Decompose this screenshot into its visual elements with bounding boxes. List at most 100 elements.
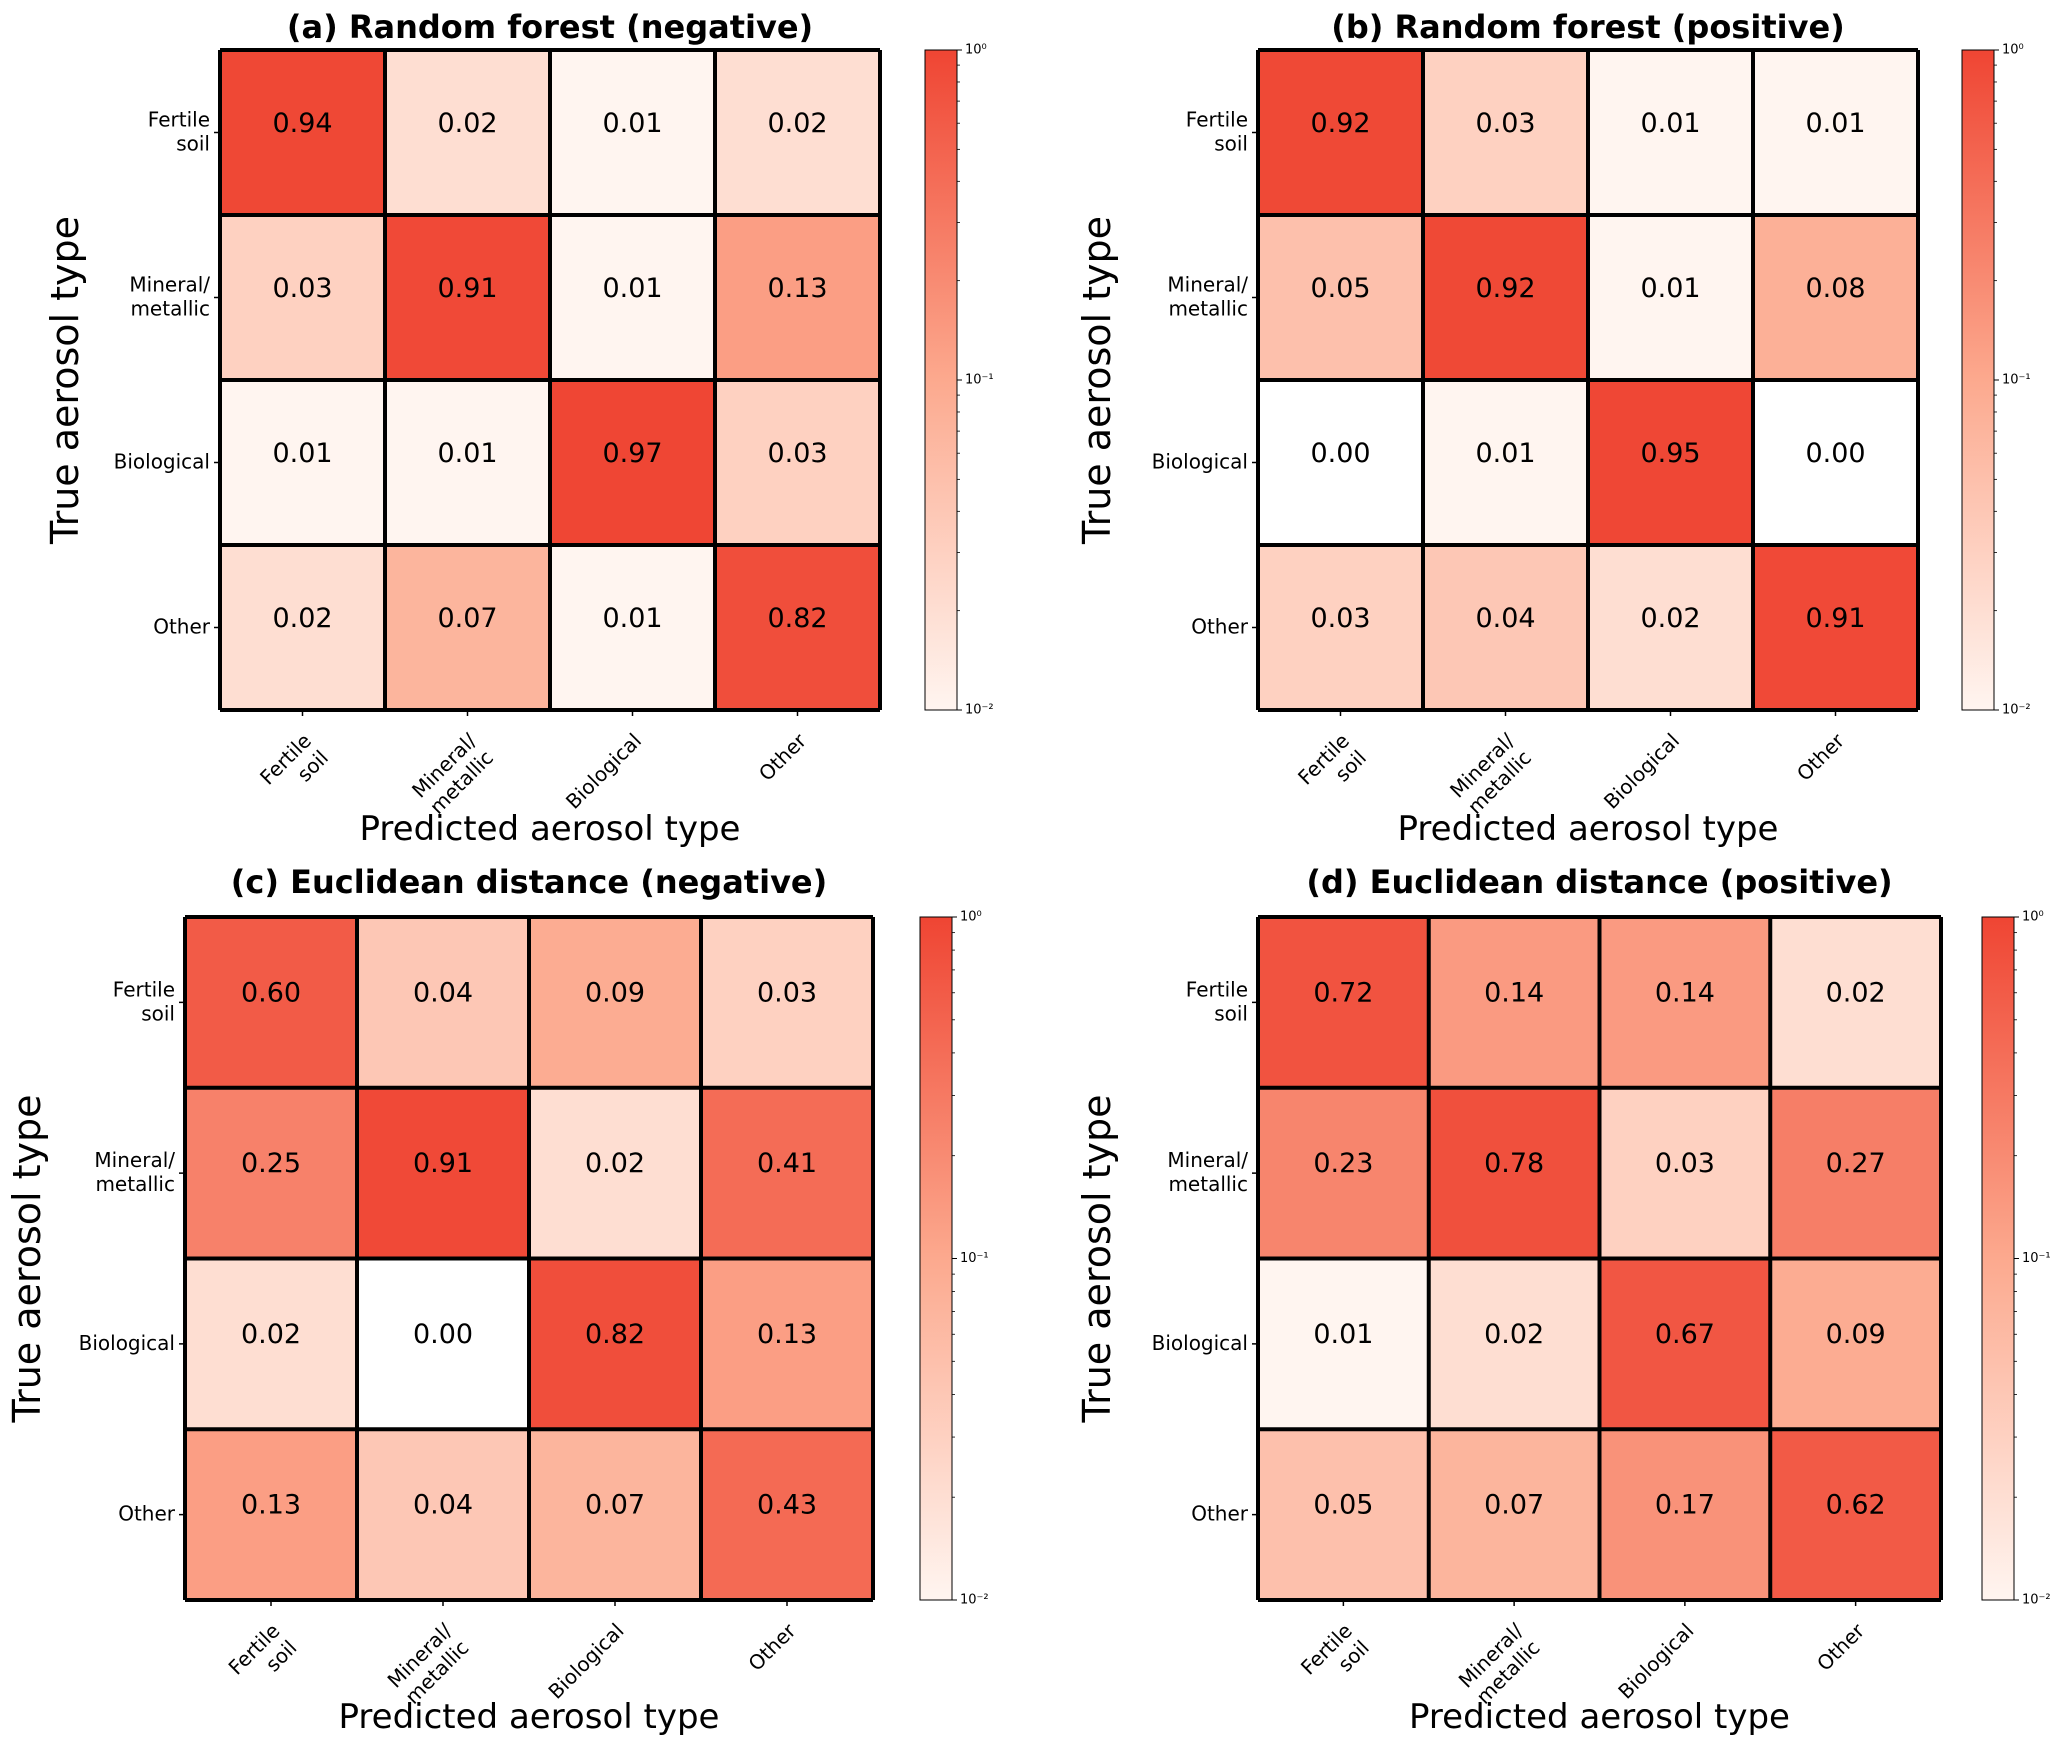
chart-title: (b) Random forest (positive) [1331, 8, 1845, 46]
panel-c: (c) Euclidean distance (negative) 0.60 0.0… [5, 863, 989, 1737]
colorbar-tick-label: 10⁰ [2022, 910, 2044, 925]
heatmap-cell [220, 380, 385, 545]
cell-value-label: 0.07 [585, 1490, 645, 1521]
heatmap-cell [385, 50, 550, 215]
x-axis-label: Predicted aerosol type [339, 1697, 720, 1737]
cell-value-label: 0.04 [413, 1490, 473, 1521]
heatmap-cell [701, 917, 873, 1088]
heatmap-cell [1428, 1087, 1600, 1259]
heatmap-cell [357, 1258, 529, 1430]
cell-value-label: 0.02 [437, 108, 497, 139]
heatmap-cell [1588, 215, 1753, 380]
colorbar-tick-label: 10⁻¹ [965, 373, 994, 388]
heatmap-cell [1423, 50, 1588, 215]
cell-value-label: 0.01 [1313, 1319, 1373, 1350]
x-axis-label: Predicted aerosol type [360, 809, 741, 849]
y-tick-label: Other [1191, 1501, 1249, 1525]
x-tick-label: Fertilesoil [255, 729, 333, 807]
heatmap-cell [1258, 1258, 1429, 1430]
cell-value-label: 0.95 [1640, 438, 1700, 469]
heatmap-cell [701, 1258, 873, 1430]
cell-value-label: 0.92 [1475, 273, 1535, 304]
cell-value-label: 0.01 [272, 438, 332, 469]
heatmap-cell [529, 917, 701, 1088]
heatmap-cell [1770, 917, 1941, 1088]
heatmap-cell [1753, 380, 1918, 545]
panel-a: (a) Random forest (negative) 0.94 0.02 0.01… [43, 8, 994, 849]
cell-value-label: 0.14 [1484, 977, 1544, 1008]
heatmap-cell [529, 1258, 701, 1430]
cell-value-label: 0.13 [241, 1490, 301, 1521]
heatmap-cell [550, 215, 715, 380]
heatmap-cell [715, 380, 880, 545]
cell-value-label: 0.09 [1826, 1319, 1886, 1350]
y-axis-label: True aerosol type [5, 1094, 49, 1423]
cell-value-label: 0.27 [1826, 1148, 1886, 1179]
heatmap-cell [1770, 1087, 1941, 1259]
x-tick-label: Other [743, 1618, 801, 1676]
cell-value-label: 0.92 [1310, 108, 1370, 139]
cell-value-label: 0.01 [437, 438, 497, 469]
heatmap-cell [1588, 380, 1753, 545]
x-tick-label: Other [754, 728, 812, 786]
cell-value-label: 0.02 [1826, 977, 1886, 1008]
heatmap-cell [1258, 215, 1423, 380]
cell-value-label: 0.23 [1313, 1148, 1373, 1179]
cell-value-label: 0.02 [767, 108, 827, 139]
heatmap-cell [529, 1087, 701, 1259]
y-axis-label: True aerosol type [43, 216, 87, 545]
heatmap-cell [220, 50, 385, 215]
colorbar-tick-label: 10⁰ [960, 910, 982, 925]
y-tick-label: Mineral/metallic [1167, 1148, 1248, 1196]
y-tick-label: Fertile soil [1186, 107, 1248, 155]
heatmap-cell [1258, 1429, 1429, 1600]
heatmap-cell [550, 380, 715, 545]
heatmap-cell [1258, 380, 1423, 545]
chart-title: (a) Random forest (negative) [287, 8, 813, 46]
x-axis-label: Predicted aerosol type [1409, 1697, 1790, 1737]
colorbar-tick-label: 10⁰ [965, 43, 987, 58]
heatmap-cell [185, 1258, 357, 1430]
cell-value-label: 0.25 [241, 1148, 301, 1179]
heatmap-cell [715, 50, 880, 215]
cell-value-label: 0.03 [1655, 1148, 1715, 1179]
heatmap-cell [357, 917, 529, 1088]
cell-value-label: 0.01 [1640, 108, 1700, 139]
x-tick-label: Other [1812, 1618, 1870, 1676]
heatmap-cell [1423, 380, 1588, 545]
heatmap-cell [1258, 545, 1423, 710]
cell-value-label: 0.00 [1310, 438, 1370, 469]
y-axis-label: True aerosol type [1075, 216, 1119, 545]
heatmap-cell [1423, 545, 1588, 710]
cell-value-label: 0.13 [767, 273, 827, 304]
heatmap-cell [1770, 1429, 1941, 1600]
cell-value-label: 0.14 [1655, 977, 1715, 1008]
cell-value-label: 0.02 [272, 603, 332, 634]
x-tick-label: Fertilesoil [224, 1619, 302, 1697]
colorbar-tick-label: 10⁻² [2022, 1593, 2051, 1608]
colorbar [924, 49, 958, 711]
cell-value-label: 0.01 [1640, 273, 1700, 304]
cell-value-label: 0.91 [1805, 603, 1865, 634]
colorbar-tick-label: 10⁻² [2002, 703, 2031, 718]
cell-value-label: 0.03 [1475, 108, 1535, 139]
cell-value-label: 0.78 [1484, 1148, 1544, 1179]
y-tick-label: Fertile soil [1186, 977, 1248, 1025]
cell-value-label: 0.03 [272, 273, 332, 304]
cell-value-label: 0.02 [585, 1148, 645, 1179]
cell-value-label: 0.02 [1640, 603, 1700, 634]
heatmap-cell [185, 1429, 357, 1600]
cell-value-label: 0.94 [272, 108, 332, 139]
cell-value-label: 0.82 [585, 1319, 645, 1350]
heatmap-cell [701, 1429, 873, 1600]
heatmap-cell [1753, 215, 1918, 380]
cell-value-label: 0.07 [1484, 1490, 1544, 1521]
heatmap-cell [357, 1087, 529, 1259]
heatmap-cell [1423, 215, 1588, 380]
cell-value-label: 0.05 [1313, 1490, 1373, 1521]
y-tick-label: Mineral/metallic [1167, 272, 1248, 320]
cell-value-label: 0.97 [602, 438, 662, 469]
cell-value-label: 0.82 [767, 603, 827, 634]
heatmap-cell [529, 1429, 701, 1600]
